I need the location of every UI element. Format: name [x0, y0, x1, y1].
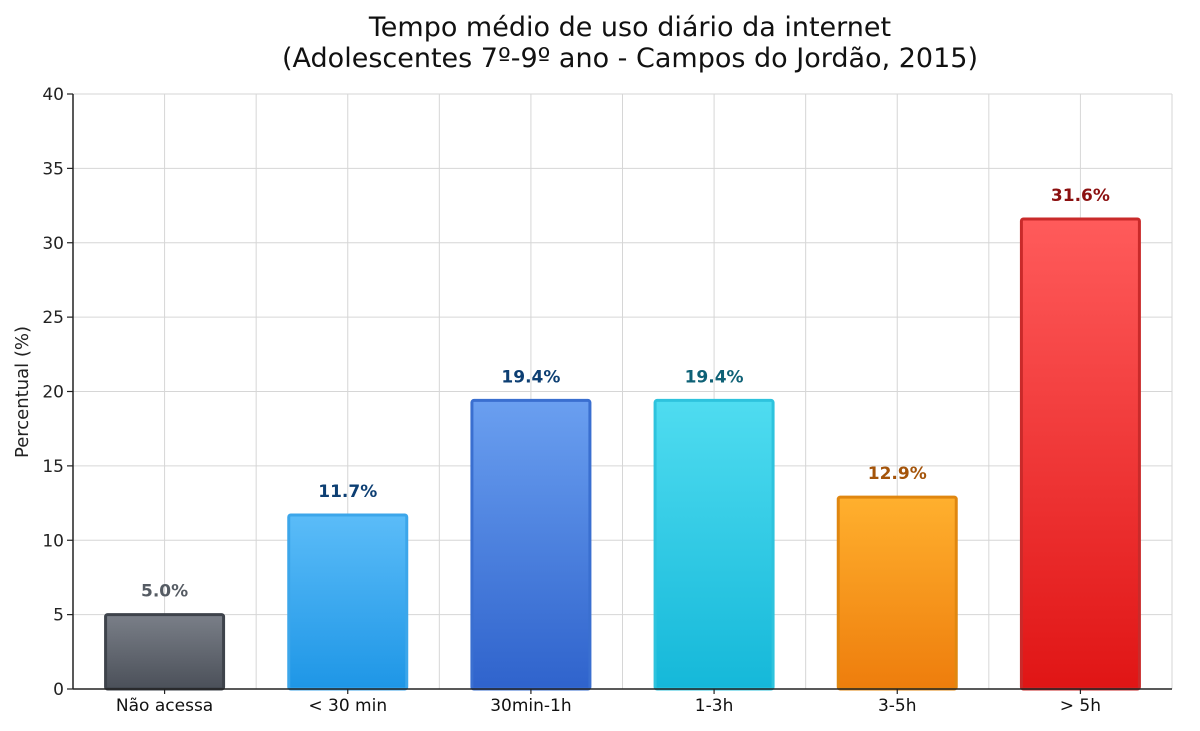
y-tick-label: 25 — [42, 308, 64, 328]
y-tick-label: 30 — [42, 234, 64, 254]
y-tick-label: 10 — [42, 531, 64, 551]
x-tick-label: 3-5h — [878, 696, 917, 716]
y-tick-label: 40 — [42, 85, 64, 105]
y-tick-label: 15 — [42, 457, 64, 477]
y-axis-label: Percentual (%) — [12, 326, 33, 458]
chart-title-line-2: (Adolescentes 7º-9º ano - Campos do Jord… — [282, 43, 978, 74]
y-tick-label: 5 — [53, 606, 64, 626]
bar — [104, 613, 226, 691]
x-tick-label: 30min-1h — [490, 696, 571, 716]
x-tick-label: > 5h — [1060, 696, 1101, 716]
bar — [1019, 217, 1141, 691]
bar — [287, 513, 409, 691]
bar-value-label: 31.6% — [1051, 186, 1110, 206]
bar — [470, 398, 592, 691]
axes: 0 5 10 15 20 25 30 35 40 Não acessa < 30 min 30min-… — [42, 85, 1172, 716]
x-tick-label: Não acessa — [116, 696, 213, 716]
bar-value-label: 11.7% — [318, 482, 377, 502]
bar — [653, 398, 775, 691]
bar — [836, 495, 958, 691]
y-tick-label: 0 — [53, 680, 64, 700]
x-tick-label: < 30 min — [308, 696, 387, 716]
grid-lines — [73, 93, 1173, 689]
y-tick-label: 20 — [42, 383, 64, 403]
bar-value-label: 5.0% — [141, 582, 188, 602]
bar-value-label: 19.4% — [685, 367, 744, 387]
y-tick-label: 35 — [42, 159, 64, 179]
bar-value-label: 12.9% — [868, 464, 927, 484]
bar-value-label: 19.4% — [501, 367, 560, 387]
x-tick-label: 1-3h — [695, 696, 734, 716]
chart-title-line-1: Tempo médio de uso diário da internet — [368, 12, 891, 43]
